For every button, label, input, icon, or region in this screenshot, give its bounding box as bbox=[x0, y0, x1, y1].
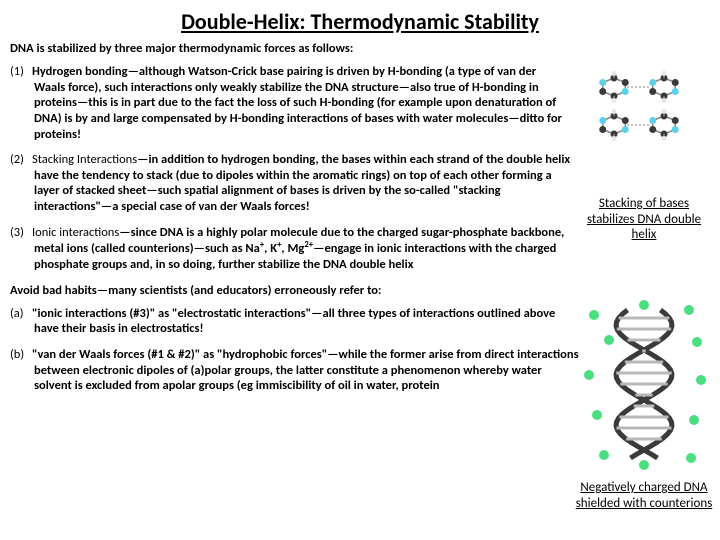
figure-1-caption: Stacking of bases stabilizes DNA double … bbox=[574, 196, 714, 243]
item-3-num: (3) bbox=[10, 225, 32, 241]
habit-b-num: (b) bbox=[10, 347, 32, 363]
item-3: (3)Ionic interactions—since DNA is a hig… bbox=[10, 225, 579, 273]
item-2-num: (2) bbox=[10, 152, 32, 168]
avoid-intro: Avoid bad habits—many scientists (and ed… bbox=[10, 283, 570, 298]
item-3-lead: Ionic interactions bbox=[32, 225, 119, 240]
habit-b-body: "van der Waals forces (#1 & #2)" as "hyd… bbox=[32, 347, 579, 393]
item-1: (1)Hydrogen bonding—although Watson-Cric… bbox=[10, 64, 570, 142]
figure-2-caption: Negatively charged DNA shielded with cou… bbox=[574, 480, 714, 511]
figure-2-caption-region: Negatively charged DNA shielded with cou… bbox=[574, 480, 714, 511]
habit-a-num: (a) bbox=[10, 306, 32, 322]
item-2: (2)Stacking Interactions—in addition to … bbox=[10, 152, 574, 215]
item-2-lead: Stacking Interactions bbox=[32, 152, 137, 167]
habit-a-body: "ionic interactions (#3)" as "electrosta… bbox=[32, 306, 555, 337]
habit-b: (b)"van der Waals forces (#1 & #2)" as "… bbox=[10, 347, 579, 394]
item-1-lead: Hydrogen bonding bbox=[32, 64, 128, 79]
figure-1-caption-region: Stacking of bases stabilizes DNA double … bbox=[574, 196, 714, 243]
figure-1 bbox=[579, 52, 709, 177]
figure-2 bbox=[579, 300, 709, 475]
figure-1-region bbox=[574, 52, 714, 181]
habit-a: (a)"ionic interactions (#3)" as "electro… bbox=[10, 306, 579, 337]
figure-2-region bbox=[574, 300, 714, 479]
item-1-num: (1) bbox=[10, 64, 32, 80]
page-title: Double-Helix: Thermodynamic Stability bbox=[10, 8, 710, 35]
